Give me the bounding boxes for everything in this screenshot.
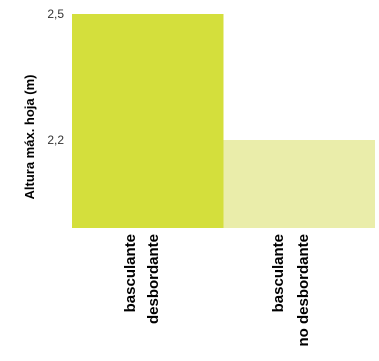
bars-group [72,14,375,228]
bar-1 [72,14,224,228]
y-axis-label: Altura máx. hoja (m) [22,75,37,200]
bar-2 [223,140,375,228]
category-2-label-line-1: basculante [270,234,287,312]
y-axis-ticks: 2,5 2,2 [47,7,64,147]
category-1-label-line-2: desbordante [145,234,162,324]
category-2-label-line-2: no desbordante [295,234,312,347]
category-labels: basculante desbordante basculante no desbor… [122,234,312,347]
y-tick-label-1: 2,5 [47,7,64,21]
category-1-label-line-1: basculante [122,234,139,312]
y-tick-label-2: 2,2 [47,133,64,147]
